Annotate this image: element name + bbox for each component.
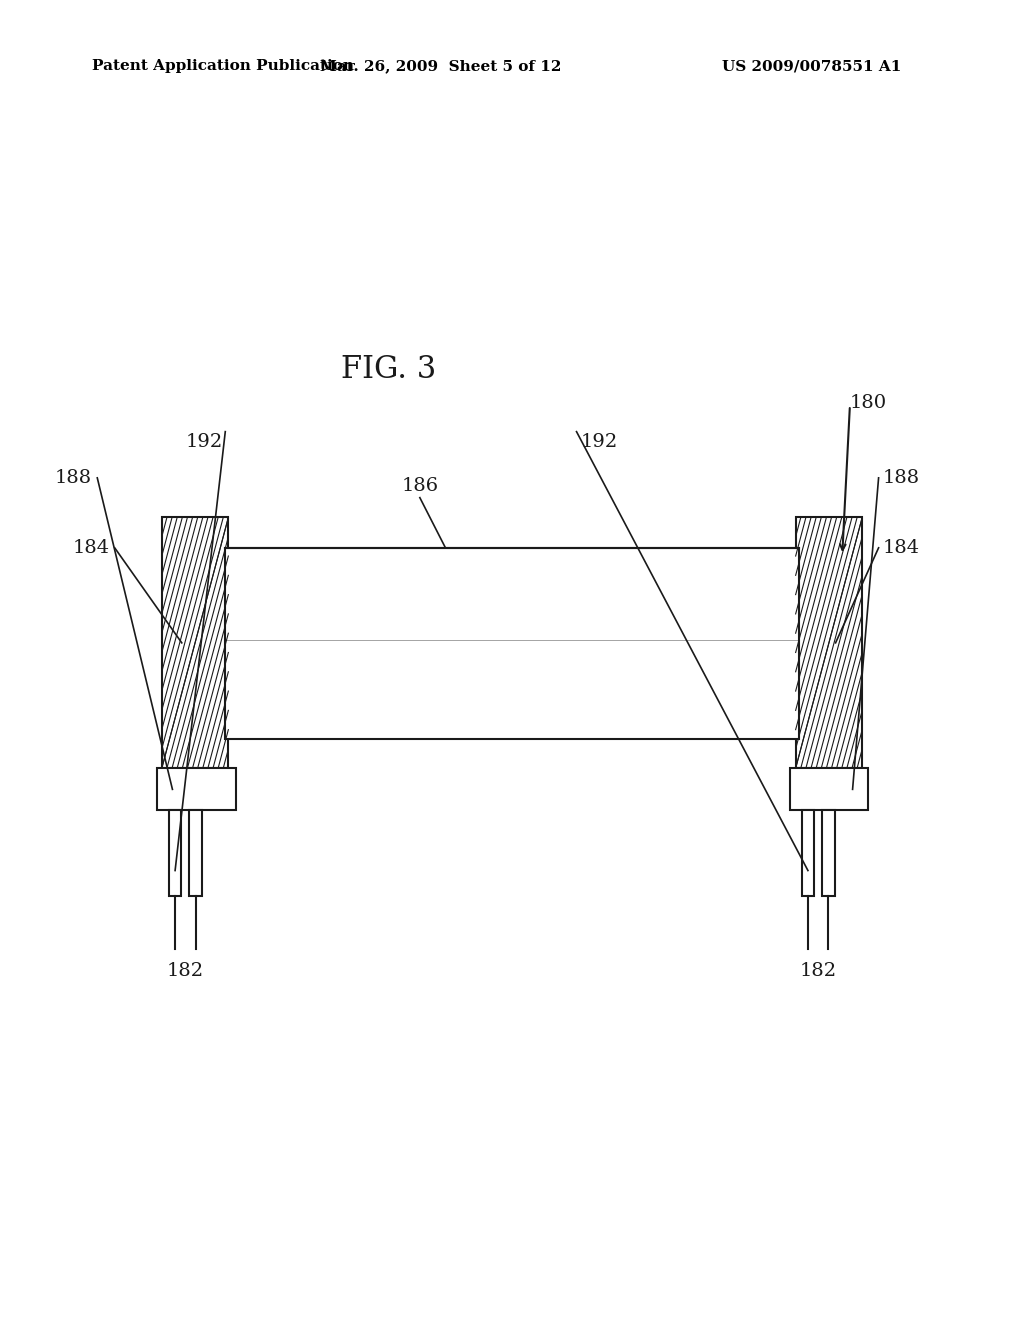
Bar xyxy=(796,517,862,768)
Text: 180: 180 xyxy=(850,393,887,412)
Text: FIG. 3: FIG. 3 xyxy=(341,354,437,385)
Text: 182: 182 xyxy=(800,962,837,981)
Bar xyxy=(790,768,868,810)
Text: 186: 186 xyxy=(401,477,438,495)
Bar xyxy=(802,810,814,896)
Text: 192: 192 xyxy=(186,433,223,451)
Bar xyxy=(162,517,228,768)
Bar xyxy=(822,810,835,896)
Bar xyxy=(189,810,202,896)
Bar xyxy=(225,548,799,739)
Text: Patent Application Publication: Patent Application Publication xyxy=(92,59,354,74)
Text: 188: 188 xyxy=(55,469,92,487)
Text: 192: 192 xyxy=(581,433,617,451)
Text: 184: 184 xyxy=(73,539,110,557)
Text: Mar. 26, 2009  Sheet 5 of 12: Mar. 26, 2009 Sheet 5 of 12 xyxy=(319,59,561,74)
Text: 184: 184 xyxy=(883,539,920,557)
Bar xyxy=(169,810,181,896)
Bar xyxy=(157,768,236,810)
Text: US 2009/0078551 A1: US 2009/0078551 A1 xyxy=(722,59,901,74)
Text: 182: 182 xyxy=(167,962,204,981)
Text: 188: 188 xyxy=(883,469,920,487)
